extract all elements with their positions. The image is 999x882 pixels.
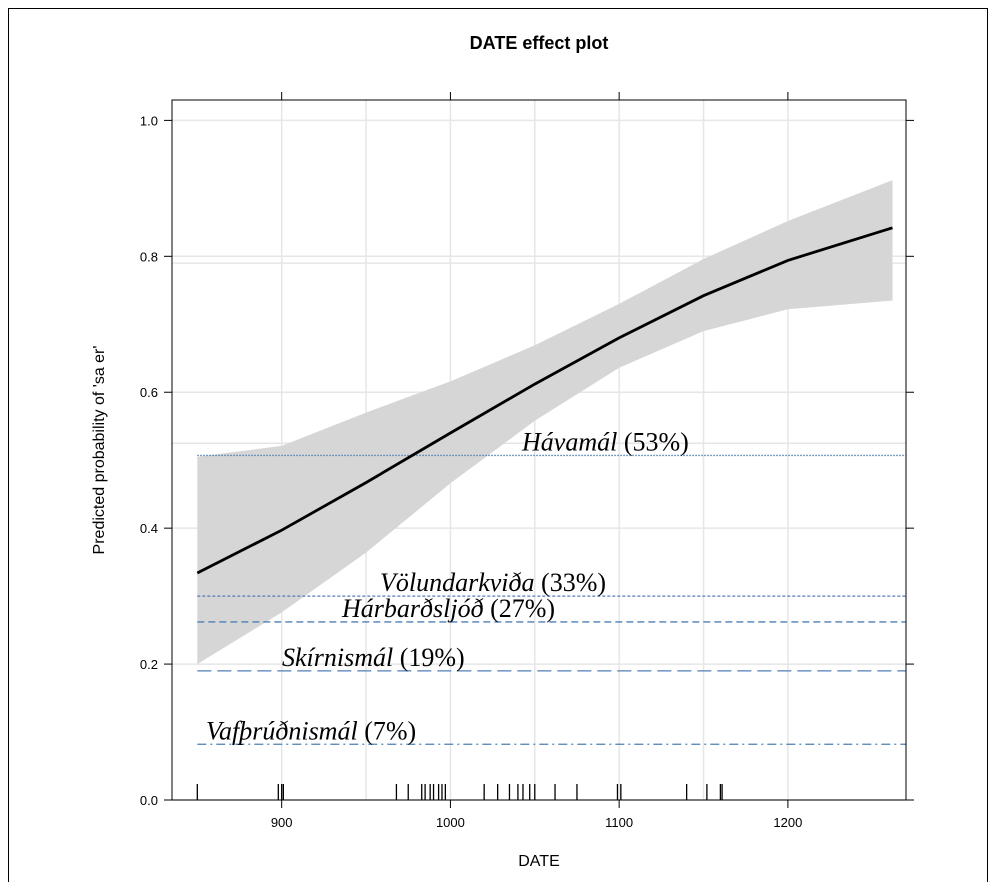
y-tick-label: 0.6 [140,385,158,400]
reference-label-percent: (19%) [393,643,464,672]
y-tick-label: 0.8 [140,249,158,264]
x-axis-label: DATE [518,853,559,870]
reference-label: Völundarkviða (33%) [380,568,606,597]
reference-label-name: Vafþrúðnismál [206,716,358,745]
reference-label-percent: (33%) [535,568,606,597]
y-tick-label: 1.0 [140,113,158,128]
x-tick-label: 1200 [773,815,802,830]
reference-labels: Hávamál (53%)Völundarkviða (33%)Hárbarðs… [206,427,689,745]
figure-frame [8,8,988,882]
plot-area-border [171,99,907,801]
y-tick-label: 0.2 [140,657,158,672]
y-tick-label: 0.0 [140,793,158,808]
reference-lines [197,454,906,745]
x-tick-label: 1100 [605,815,633,830]
reference-label-percent: (53%) [617,427,688,456]
reference-label-percent: (7%) [358,716,416,745]
reference-label: Skírnismál (19%) [282,643,465,672]
x-tick-label: 1000 [436,815,465,830]
reference-label: Hávamál (53%) [521,427,689,456]
axis-ticks: 900 1000 1100 1200 0.0 0.2 0.4 0.6 0.8 1.0 [140,92,914,830]
reference-label: Vafþrúðnismál (7%) [206,716,416,745]
x-tick-label: 900 [271,815,293,830]
y-tick-label: 0.4 [140,521,158,536]
chart-title: DATE effect plot [470,33,609,53]
fit-line [196,226,893,575]
rug-ticks [196,784,723,800]
reference-label-name: Hávamál [521,427,617,456]
reference-label-name: Völundarkviða [380,568,535,597]
reference-label-percent: (27%) [484,594,555,623]
reference-label-name: Hárbarðsljóð [341,594,484,623]
y-axis-label: Predicted probability of 'sa er' [91,346,108,555]
reference-label-name: Skírnismál [282,643,393,672]
reference-label: Hárbarðsljóð (27%) [341,594,555,623]
confidence-band [197,180,893,665]
